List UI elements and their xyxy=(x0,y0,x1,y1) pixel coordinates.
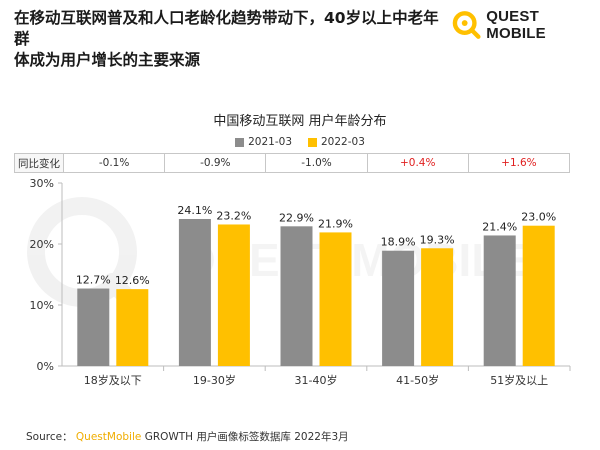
yoy-cell: -0.9% xyxy=(164,154,265,172)
yoy-cell: -1.0% xyxy=(265,154,366,172)
data-label: 18.9% xyxy=(381,236,416,249)
bar-2021-03-18岁及以下 xyxy=(77,288,110,366)
legend-label-2022: 2022-03 xyxy=(321,136,365,148)
data-label: 19.3% xyxy=(420,233,455,246)
bar-2021-03-41-50岁 xyxy=(382,250,415,366)
data-label: 23.2% xyxy=(216,209,251,222)
source-text: GROWTH 用户画像标签数据库 2022年3月 xyxy=(144,431,349,443)
data-label: 12.6% xyxy=(115,274,150,287)
data-label: 22.9% xyxy=(279,211,314,224)
bar-2021-03-51岁及以上 xyxy=(483,235,516,366)
headline-line-2: 体成为用户增长的主要来源 xyxy=(14,51,201,69)
y-tick-label: 0% xyxy=(37,360,54,373)
bar-2021-03-31-40岁 xyxy=(280,226,313,366)
yoy-cell: +1.6% xyxy=(467,154,569,172)
brand-logo: QUEST MOBILE xyxy=(452,8,600,42)
bar-2022-03-18岁及以下 xyxy=(116,289,149,366)
yoy-cell: +0.4% xyxy=(366,154,468,172)
chart-title: 中国移动互联网 用户年龄分布 xyxy=(213,114,387,129)
quest-logo-icon xyxy=(452,11,481,39)
source-brand: QuestMobile xyxy=(75,431,142,443)
y-tick-label: 10% xyxy=(30,299,54,312)
legend-swatch-2022 xyxy=(308,137,317,147)
bar-2022-03-19-30岁 xyxy=(217,224,250,366)
bar-2022-03-51岁及以上 xyxy=(522,225,555,366)
x-tick-label: 51岁及以上 xyxy=(490,373,548,387)
x-tick-label: 19-30岁 xyxy=(193,373,236,387)
legend-swatch-2021 xyxy=(235,137,245,147)
data-label: 21.4% xyxy=(482,220,517,233)
source-prefix: Source： xyxy=(26,431,73,443)
x-tick-label: 41-50岁 xyxy=(396,373,439,387)
x-tick-label: 31-40岁 xyxy=(295,373,338,387)
legend-label-2021: 2021-03 xyxy=(248,136,292,148)
logo-text: QUEST MOBILE xyxy=(486,8,546,42)
data-label: 21.9% xyxy=(318,217,353,230)
yoy-label: 同比变化 xyxy=(15,154,63,172)
headline: 在移动互联网普及和人口老龄化趋势带动下，40岁以上中老年群 体成为用户增长的主要… xyxy=(14,8,444,71)
source-note: Source： QuestMobile GROWTH 用户画像标签数据库 202… xyxy=(26,429,349,444)
yoy-table: 同比变化 -0.1% -0.9% -1.0% +0.4% +1.6% xyxy=(14,153,570,173)
data-label: 24.1% xyxy=(177,204,212,217)
legend-item-2021: 2021-03 xyxy=(235,136,292,148)
x-tick-label: 18岁及以下 xyxy=(84,373,142,387)
y-tick-label: 30% xyxy=(30,177,54,190)
bar-2021-03-19-30岁 xyxy=(178,218,211,366)
data-label: 12.7% xyxy=(76,274,111,287)
y-tick-label: 20% xyxy=(30,238,54,251)
data-label: 23.0% xyxy=(521,211,556,224)
yoy-cell: -0.1% xyxy=(63,154,164,172)
legend-item-2022: 2022-03 xyxy=(308,136,365,148)
headline-line-1: 在移动互联网普及和人口老龄化趋势带动下，40岁以上中老年群 xyxy=(14,9,439,48)
bar-2022-03-31-40岁 xyxy=(319,232,352,366)
legend: 2021-03 2022-03 xyxy=(0,136,600,148)
bar-2022-03-41-50岁 xyxy=(421,248,454,366)
